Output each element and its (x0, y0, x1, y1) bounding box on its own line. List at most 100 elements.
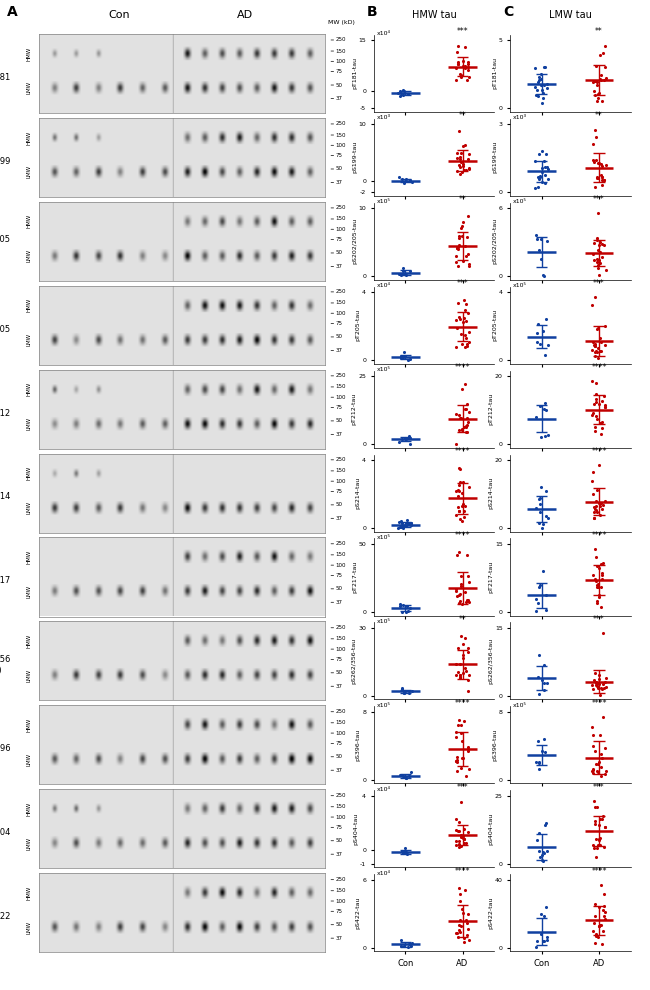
Point (593, 206, 603, 222)
Point (397, 265, 408, 281)
Point (460, 418, 471, 434)
Point (454, 815, 464, 831)
Point (396, 171, 407, 187)
Point (536, 906, 546, 922)
Point (597, 420, 607, 436)
Point (536, 852, 547, 868)
Point (456, 153, 466, 169)
Point (596, 917, 606, 933)
Y-axis label: pS404-tau: pS404-tau (488, 813, 493, 845)
Point (588, 762, 598, 778)
Point (592, 93, 603, 109)
Point (456, 67, 466, 83)
Point (588, 567, 599, 583)
Point (454, 231, 464, 247)
Point (534, 826, 544, 842)
Text: LMW: LMW (27, 248, 32, 262)
Point (463, 933, 474, 948)
Point (587, 473, 597, 489)
Point (456, 725, 467, 741)
Y-axis label: pT212-tau: pT212-tau (488, 393, 493, 426)
Point (537, 82, 547, 98)
Point (599, 318, 610, 334)
Point (458, 156, 469, 172)
Point (450, 753, 461, 769)
Point (534, 398, 545, 414)
Point (590, 348, 600, 364)
Point (598, 626, 608, 642)
Point (539, 153, 549, 169)
Point (454, 922, 464, 938)
Point (458, 496, 468, 512)
Point (593, 86, 603, 102)
Text: HMW: HMW (27, 886, 32, 900)
Point (459, 419, 469, 435)
Point (601, 70, 611, 86)
Text: 100: 100 (335, 143, 346, 148)
Point (541, 899, 552, 915)
Text: LMW: LMW (27, 585, 32, 598)
Point (597, 158, 608, 174)
Y-axis label: pS262/356-tau: pS262/356-tau (488, 638, 493, 684)
Point (458, 829, 469, 844)
Point (395, 766, 405, 782)
Point (530, 501, 541, 517)
Point (590, 336, 601, 351)
Point (538, 853, 548, 869)
Point (595, 331, 605, 346)
Point (457, 381, 467, 397)
Point (531, 228, 541, 244)
Text: x10⁵: x10⁵ (513, 703, 527, 708)
Point (463, 58, 473, 74)
Point (404, 768, 415, 784)
Point (396, 85, 406, 101)
Point (454, 477, 464, 493)
Point (534, 515, 544, 531)
Text: 50: 50 (335, 502, 343, 507)
Point (590, 179, 600, 195)
Point (593, 155, 604, 171)
Point (452, 500, 463, 516)
Point (588, 681, 599, 697)
Point (590, 394, 601, 410)
Text: 75: 75 (335, 573, 343, 578)
Point (599, 399, 610, 415)
Point (456, 918, 466, 934)
Point (534, 146, 544, 161)
Text: C: C (504, 5, 514, 19)
Point (592, 344, 602, 359)
Point (462, 396, 472, 412)
Point (592, 577, 602, 593)
Point (458, 749, 468, 765)
Point (458, 138, 468, 153)
Text: 37: 37 (335, 347, 343, 352)
Point (595, 838, 605, 853)
Point (456, 629, 466, 644)
Point (593, 587, 604, 603)
Point (534, 754, 545, 770)
Point (597, 571, 607, 587)
Point (458, 713, 469, 729)
Point (393, 85, 404, 101)
Point (450, 436, 461, 451)
Point (458, 158, 468, 174)
Point (536, 847, 547, 863)
Point (400, 683, 410, 699)
Text: pT205: pT205 (0, 325, 10, 334)
Point (587, 676, 597, 692)
Point (453, 664, 463, 680)
Point (395, 88, 405, 104)
Point (463, 574, 474, 590)
Point (463, 325, 474, 341)
Y-axis label: pS202/205-tau: pS202/205-tau (352, 218, 357, 264)
Point (589, 83, 599, 99)
Point (540, 158, 551, 174)
Point (453, 229, 463, 245)
Point (594, 676, 604, 692)
Point (455, 66, 465, 82)
Point (539, 908, 549, 924)
Point (458, 314, 469, 330)
Point (540, 395, 550, 411)
Point (535, 496, 545, 512)
Point (537, 672, 547, 688)
